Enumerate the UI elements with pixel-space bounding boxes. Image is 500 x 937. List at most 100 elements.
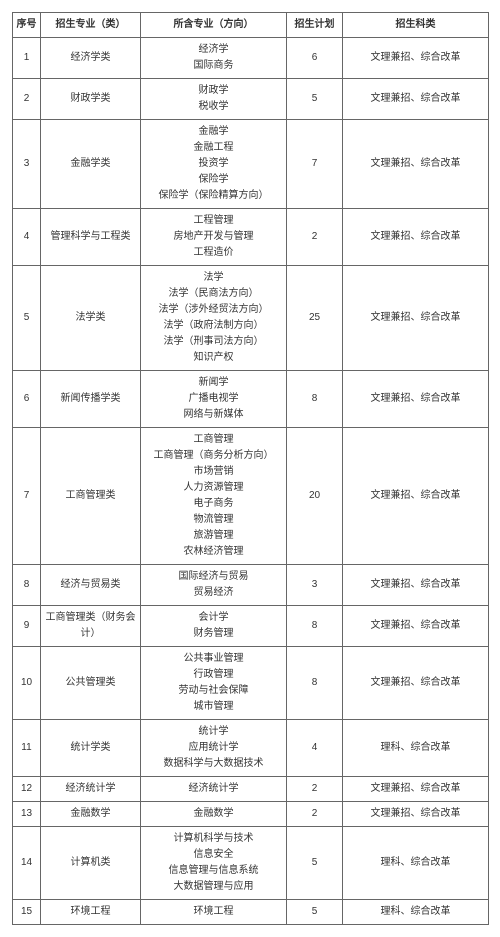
cell-sub: 财政学税收学 — [141, 79, 287, 120]
table-row: 7工商管理类工商管理工商管理（商务分析方向）市场营销人力资源管理电子商务物流管理… — [13, 428, 489, 565]
cell-major: 公共管理类 — [41, 647, 141, 720]
cell-major: 经济统计学 — [41, 777, 141, 802]
sub-item: 法学（民商法方向） — [143, 286, 284, 302]
cell-plan: 6 — [287, 38, 343, 79]
cell-major: 经济学类 — [41, 38, 141, 79]
cell-plan: 2 — [287, 802, 343, 827]
sub-item: 国际商务 — [143, 58, 284, 74]
cell-type: 文理兼招、综合改革 — [343, 120, 489, 209]
sub-item: 劳动与社会保障 — [143, 683, 284, 699]
table-row: 6新闻传播学类新闻学广播电视学网络与新媒体8文理兼招、综合改革 — [13, 371, 489, 428]
cell-plan: 5 — [287, 900, 343, 925]
sub-item: 金融工程 — [143, 140, 284, 156]
sub-item: 贸易经济 — [143, 585, 284, 601]
sub-item: 工商管理（商务分析方向） — [143, 448, 284, 464]
table-row: 9工商管理类（财务会计）会计学财务管理8文理兼招、综合改革 — [13, 606, 489, 647]
cell-major: 环境工程 — [41, 900, 141, 925]
cell-major: 金融数学 — [41, 802, 141, 827]
sub-item: 应用统计学 — [143, 740, 284, 756]
cell-idx: 10 — [13, 647, 41, 720]
cell-plan: 7 — [287, 120, 343, 209]
cell-plan: 25 — [287, 266, 343, 371]
cell-idx: 3 — [13, 120, 41, 209]
cell-sub: 工程管理房地产开发与管理工程造价 — [141, 209, 287, 266]
table-row: 2财政学类财政学税收学5文理兼招、综合改革 — [13, 79, 489, 120]
cell-idx: 1 — [13, 38, 41, 79]
sub-item: 保险学（保险精算方向） — [143, 188, 284, 204]
cell-sub: 工商管理工商管理（商务分析方向）市场营销人力资源管理电子商务物流管理旅游管理农林… — [141, 428, 287, 565]
cell-type: 文理兼招、综合改革 — [343, 371, 489, 428]
cell-sub: 金融学金融工程投资学保险学保险学（保险精算方向） — [141, 120, 287, 209]
cell-major: 经济与贸易类 — [41, 565, 141, 606]
cell-major: 金融学类 — [41, 120, 141, 209]
cell-plan: 5 — [287, 79, 343, 120]
sub-item: 财政学 — [143, 83, 284, 99]
sub-item: 城市管理 — [143, 699, 284, 715]
cell-sub: 公共事业管理行政管理劳动与社会保障城市管理 — [141, 647, 287, 720]
cell-plan: 20 — [287, 428, 343, 565]
header-type: 招生科类 — [343, 13, 489, 38]
sub-item: 广播电视学 — [143, 391, 284, 407]
sub-item: 数据科学与大数据技术 — [143, 756, 284, 772]
cell-major: 财政学类 — [41, 79, 141, 120]
cell-major: 法学类 — [41, 266, 141, 371]
sub-item: 公共事业管理 — [143, 651, 284, 667]
sub-item: 房地产开发与管理 — [143, 229, 284, 245]
cell-major: 新闻传播学类 — [41, 371, 141, 428]
cell-sub: 金融数学 — [141, 802, 287, 827]
cell-type: 理科、综合改革 — [343, 827, 489, 900]
cell-major: 管理科学与工程类 — [41, 209, 141, 266]
header-plan: 招生计划 — [287, 13, 343, 38]
cell-type: 文理兼招、综合改革 — [343, 606, 489, 647]
table-row: 5法学类法学法学（民商法方向）法学（涉外经贸法方向）法学（政府法制方向）法学（刑… — [13, 266, 489, 371]
cell-sub: 国际经济与贸易贸易经济 — [141, 565, 287, 606]
sub-item: 物流管理 — [143, 512, 284, 528]
sub-item: 经济统计学 — [143, 781, 284, 797]
sub-item: 法学（刑事司法方向） — [143, 334, 284, 350]
cell-sub: 计算机科学与技术信息安全信息管理与信息系统大数据管理与应用 — [141, 827, 287, 900]
table-header-row: 序号 招生专业（类） 所含专业（方向） 招生计划 招生科类 — [13, 13, 489, 38]
cell-idx: 14 — [13, 827, 41, 900]
sub-item: 法学（涉外经贸法方向） — [143, 302, 284, 318]
cell-type: 理科、综合改革 — [343, 900, 489, 925]
sub-item: 信息管理与信息系统 — [143, 863, 284, 879]
cell-major: 统计学类 — [41, 720, 141, 777]
table-row: 15环境工程环境工程5理科、综合改革 — [13, 900, 489, 925]
sub-item: 投资学 — [143, 156, 284, 172]
cell-sub: 经济学国际商务 — [141, 38, 287, 79]
sub-item: 电子商务 — [143, 496, 284, 512]
sub-item: 农林经济管理 — [143, 544, 284, 560]
cell-plan: 3 — [287, 565, 343, 606]
cell-sub: 新闻学广播电视学网络与新媒体 — [141, 371, 287, 428]
cell-type: 理科、综合改革 — [343, 720, 489, 777]
cell-idx: 15 — [13, 900, 41, 925]
sub-item: 工程管理 — [143, 213, 284, 229]
table-row: 12经济统计学经济统计学2文理兼招、综合改革 — [13, 777, 489, 802]
sub-item: 工商管理 — [143, 432, 284, 448]
cell-idx: 8 — [13, 565, 41, 606]
sub-item: 网络与新媒体 — [143, 407, 284, 423]
sub-item: 知识产权 — [143, 350, 284, 366]
header-major: 招生专业（类） — [41, 13, 141, 38]
cell-idx: 6 — [13, 371, 41, 428]
sub-item: 金融数学 — [143, 806, 284, 822]
cell-plan: 8 — [287, 371, 343, 428]
cell-idx: 5 — [13, 266, 41, 371]
sub-item: 旅游管理 — [143, 528, 284, 544]
sub-item: 保险学 — [143, 172, 284, 188]
cell-type: 文理兼招、综合改革 — [343, 38, 489, 79]
table-row: 3金融学类金融学金融工程投资学保险学保险学（保险精算方向）7文理兼招、综合改革 — [13, 120, 489, 209]
sub-item: 经济学 — [143, 42, 284, 58]
cell-idx: 13 — [13, 802, 41, 827]
table-row: 11统计学类统计学应用统计学数据科学与大数据技术4理科、综合改革 — [13, 720, 489, 777]
sub-item: 信息安全 — [143, 847, 284, 863]
sub-item: 新闻学 — [143, 375, 284, 391]
table-row: 14计算机类计算机科学与技术信息安全信息管理与信息系统大数据管理与应用5理科、综… — [13, 827, 489, 900]
cell-idx: 4 — [13, 209, 41, 266]
cell-type: 文理兼招、综合改革 — [343, 802, 489, 827]
cell-plan: 4 — [287, 720, 343, 777]
table-row: 1经济学类经济学国际商务6文理兼招、综合改革 — [13, 38, 489, 79]
cell-sub: 法学法学（民商法方向）法学（涉外经贸法方向）法学（政府法制方向）法学（刑事司法方… — [141, 266, 287, 371]
cell-type: 文理兼招、综合改革 — [343, 777, 489, 802]
sub-item: 法学（政府法制方向） — [143, 318, 284, 334]
